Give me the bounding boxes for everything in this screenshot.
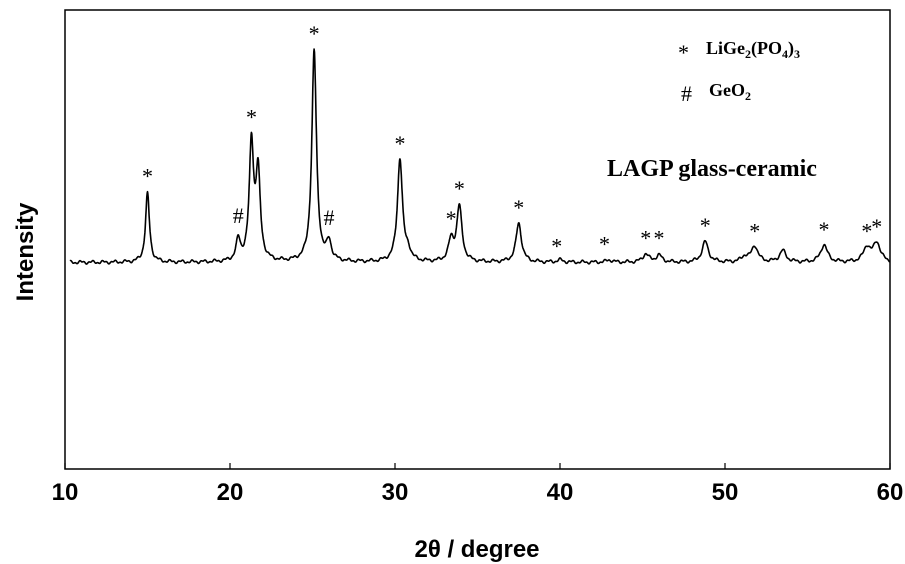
peak-marker-0: * (142, 164, 153, 189)
y-axis-title: Intensity (12, 202, 39, 301)
x-tick-label-5: 60 (877, 479, 904, 506)
peak-marker-5: * (394, 131, 405, 156)
x-tick-labels: 10 20 30 40 50 60 (52, 479, 904, 506)
legend-label-1: GeO2 (709, 80, 751, 103)
peak-marker-13: * (700, 213, 711, 238)
peak-marker-10: * (599, 232, 610, 257)
x-tick-label-2: 30 (382, 479, 409, 506)
peak-marker-6: * (446, 206, 457, 231)
legend: * LiGe2(PO4)3 # GeO2 (678, 38, 800, 106)
peak-marker-14: * (749, 219, 760, 244)
sample-annotation: LAGP glass-ceramic (607, 156, 817, 182)
peak-marker-12: * (654, 225, 665, 250)
x-tick-label-0: 10 (52, 479, 79, 506)
x-tick-label-3: 40 (547, 479, 574, 506)
peak-marker-16: * (861, 218, 872, 243)
peak-marker-1: # (233, 203, 244, 228)
plot-frame (64, 9, 891, 470)
legend-entry-0: * LiGe2(PO4)3 (678, 38, 800, 65)
legend-symbol-0: * (678, 40, 689, 65)
peak-marker-7: * (454, 176, 465, 201)
peak-marker-9: * (551, 234, 562, 259)
legend-label-0: LiGe2(PO4)3 (706, 38, 800, 61)
peak-marker-17: * (871, 214, 882, 239)
peak-marker-2: * (246, 104, 257, 129)
peak-marker-11: * (640, 226, 651, 251)
xrd-trace (69, 48, 891, 265)
x-tick-label-1: 20 (217, 479, 244, 506)
x-ticks (64, 463, 891, 469)
peak-marker-15: * (819, 217, 830, 242)
legend-entry-1: # GeO2 (681, 80, 751, 106)
peak-markers: *#**#***** * * ** * * ** (142, 21, 882, 258)
x-tick-label-4: 50 (712, 479, 739, 506)
x-axis-title: 2θ / degree (414, 536, 539, 563)
legend-symbol-1: # (681, 81, 692, 106)
peak-marker-4: # (324, 205, 335, 230)
peak-marker-8: * (513, 195, 524, 220)
peak-marker-3: * (309, 21, 320, 46)
